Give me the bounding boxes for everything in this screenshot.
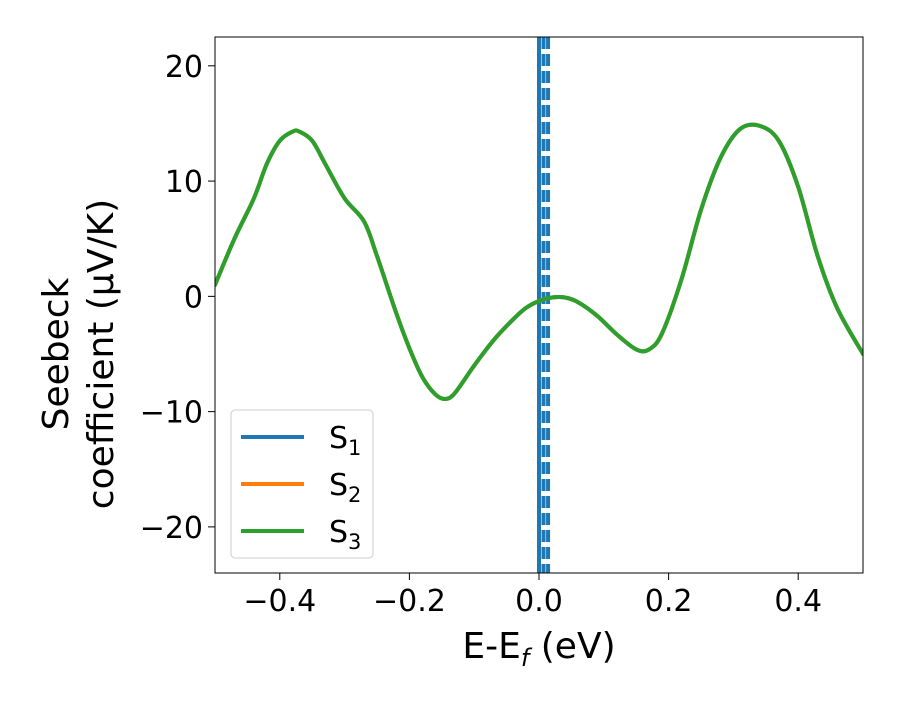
x-tick-label: 0.2 — [645, 584, 693, 619]
x-tick-label: 0.4 — [774, 584, 822, 619]
series-layer — [215, 122, 863, 401]
y-axis: −20 −10 0 10 20 — [140, 50, 215, 546]
x-tick-label: −0.4 — [243, 584, 316, 619]
legend: S1 S2 S3 — [230, 409, 374, 559]
y-tick-label: −10 — [140, 396, 203, 431]
x-tick-label: 0.0 — [515, 584, 563, 619]
reference-lines — [537, 37, 551, 573]
y-tick-label: 0 — [184, 280, 203, 315]
y-tick-label: 10 — [165, 165, 203, 200]
legend-label-s2: S2 — [329, 468, 361, 507]
x-axis: −0.4 −0.2 0.0 0.2 0.4 — [243, 573, 822, 619]
y-axis-title: Seebeck coefficient (μV/K) — [36, 199, 122, 509]
y-axis-title-line2: coefficient (μV/K) — [81, 199, 122, 509]
legend-label-s1: S1 — [329, 421, 361, 460]
x-axis-title: E-Ef (eV) — [462, 626, 615, 672]
series-line-s3 — [215, 122, 863, 401]
y-axis-title-line1: Seebeck — [36, 277, 77, 430]
y-tick-label: 20 — [165, 50, 203, 85]
x-tick-label: −0.2 — [373, 584, 446, 619]
legend-label-s3: S3 — [329, 515, 361, 554]
y-tick-label: −20 — [140, 511, 203, 546]
